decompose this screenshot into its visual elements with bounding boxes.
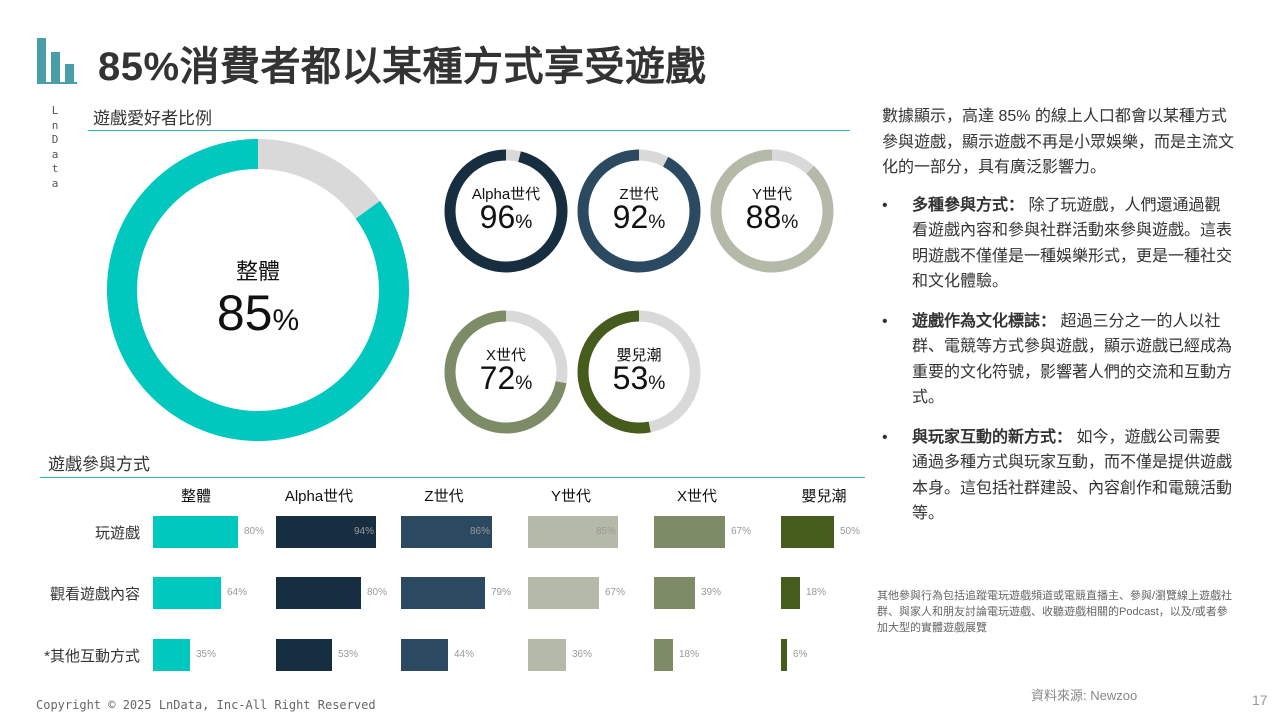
side-brand-letter: t <box>51 162 59 175</box>
bar <box>528 639 566 671</box>
bar-value-label: 35% <box>196 649 217 660</box>
donut-percent: 88% <box>745 199 799 235</box>
insight-bullet: 多種參與方式： 除了玩遊戲，人們還通過觀看遊戲內容和參與社群活動來參與遊戲。這表… <box>882 193 1234 295</box>
bar <box>153 577 221 609</box>
bullet-text: 如今，遊戲公司需要通過多種方式與玩家互動，而不僅是提供遊戲本身。這包括社群建設、… <box>912 428 1233 523</box>
donut-label: Alpha世代 <box>471 186 541 203</box>
donut-value-arc <box>577 149 701 273</box>
bar <box>153 639 190 671</box>
side-brand-letter: D <box>51 133 59 146</box>
bar <box>781 639 787 671</box>
donut-charts <box>107 139 834 441</box>
page-number: 17 <box>1252 692 1268 708</box>
bar-value-label: 67% <box>605 587 626 598</box>
donut-value-arc <box>107 139 409 441</box>
insight-bullet: 與玩家互動的新方式： 如今，遊戲公司需要通過多種方式與玩家互動，而不僅是提供遊戲… <box>882 425 1234 527</box>
bar-value-label: 39% <box>701 587 722 598</box>
bar-value-label: 6% <box>793 649 808 660</box>
section-title-enthusiast-ratio: 遊戲愛好者比例 <box>93 109 212 128</box>
section-divider <box>88 130 850 131</box>
donut-label: 嬰兒潮 <box>616 347 662 364</box>
bar-column-header: 嬰兒潮 <box>801 488 847 505</box>
bar <box>654 516 725 548</box>
bar-column-header: Z世代 <box>424 488 464 505</box>
section-title-engagement: 遊戲參與方式 <box>48 455 150 474</box>
bar-value-label: 50% <box>840 526 861 537</box>
data-source: 資料來源: Newzoo <box>1031 688 1138 703</box>
bar <box>401 639 448 671</box>
bar <box>276 639 332 671</box>
bar-column-header: X世代 <box>676 488 717 505</box>
copyright: Copyright © 2025 LnData, Inc-All Right R… <box>36 698 376 712</box>
bar <box>401 577 485 609</box>
bar <box>528 577 599 609</box>
bar <box>276 516 376 548</box>
donut-value-arc <box>444 149 568 273</box>
bullet-heading: 遊戲作為文化標誌： <box>912 312 1057 330</box>
bar <box>654 577 695 609</box>
bar-value-label: 67% <box>731 526 752 537</box>
bar <box>781 516 834 548</box>
insight-intro: 數據顯示，高達 85% 的線上人口都會以某種方式參與遊戲，顯示遊戲不再是小眾娛樂… <box>882 108 1235 176</box>
donut-value-arc <box>577 310 701 434</box>
donut-label: Y世代 <box>751 186 792 203</box>
donut-value-arc <box>710 149 834 273</box>
bar-value-label: 80% <box>367 587 388 598</box>
bullet-text: 除了玩遊戲，人們還通過觀看遊戲內容和參與社群活動來參與遊戲。這表明遊戲不僅僅是一… <box>912 196 1233 291</box>
bar <box>401 516 492 548</box>
bar-column-header: 整體 <box>180 488 211 505</box>
bar-value-label: 80% <box>244 526 265 537</box>
bar-value-label: 53% <box>338 649 359 660</box>
side-brand-letter: L <box>51 104 59 117</box>
bullet-heading: 多種參與方式： <box>912 196 1025 214</box>
bar-value-label: 64% <box>227 587 248 598</box>
donut-label: Z世代 <box>619 186 659 203</box>
section-divider <box>40 477 865 478</box>
bar <box>654 639 673 671</box>
bullet-heading: 與玩家互動的新方式： <box>912 428 1073 446</box>
bar-value-label: 44% <box>454 649 475 660</box>
bar-value-label: 18% <box>806 587 827 598</box>
bar-column-header: Y世代 <box>550 488 591 505</box>
bar <box>276 577 361 609</box>
bullet-text: 超過三分之一的人以社群、電競等方式參與遊戲，顯示遊戲已經成為重要的文化符號，影響… <box>912 312 1233 407</box>
donut-label: X世代 <box>485 347 526 364</box>
donut-percent: 92% <box>612 199 666 235</box>
side-brand-letter: a <box>51 147 59 161</box>
bar-value-label: 94% <box>354 526 375 537</box>
bar-value-label: 18% <box>679 649 700 660</box>
insight-bullet: 遊戲作為文化標誌： 超過三分之一的人以社群、電競等方式參與遊戲，顯示遊戲已經成為… <box>882 309 1234 411</box>
footnote: 其他參與行為包括追蹤電玩遊戲頻道或電競直播主、參與/瀏覽線上遊戲社群、與家人和朋… <box>877 590 1233 634</box>
donut-percent: 96% <box>479 199 533 235</box>
bar <box>528 516 618 548</box>
bar-column-header: Alpha世代 <box>284 488 354 505</box>
donut-percent: 85% <box>216 285 300 341</box>
bar-value-label: 85% <box>596 526 617 537</box>
bar-row-label: 玩遊戲 <box>94 525 140 542</box>
bar-value-label: 79% <box>491 587 512 598</box>
bar-value-label: 86% <box>470 526 491 537</box>
bar-value-label: 36% <box>572 649 593 660</box>
bar-row-label: 觀看遊戲內容 <box>49 586 140 603</box>
donut-value-arc <box>444 310 568 434</box>
side-brand-letter: n <box>51 118 59 132</box>
bar-row-label: *其他互動方式 <box>44 648 140 665</box>
side-brand-letter: a <box>51 176 59 190</box>
bar <box>153 516 238 548</box>
page-title: 85%消費者都以某種方式享受遊戲 <box>98 45 707 89</box>
logo-bars-icon <box>37 38 77 84</box>
insight-panel: 數據顯示，高達 85% 的線上人口都會以某種方式參與遊戲，顯示遊戲不再是小眾娛樂… <box>882 104 1234 541</box>
bar <box>781 577 800 609</box>
donut-label: 整體 <box>235 259 280 284</box>
donut-percent: 72% <box>479 360 533 396</box>
donut-percent: 53% <box>612 360 666 396</box>
